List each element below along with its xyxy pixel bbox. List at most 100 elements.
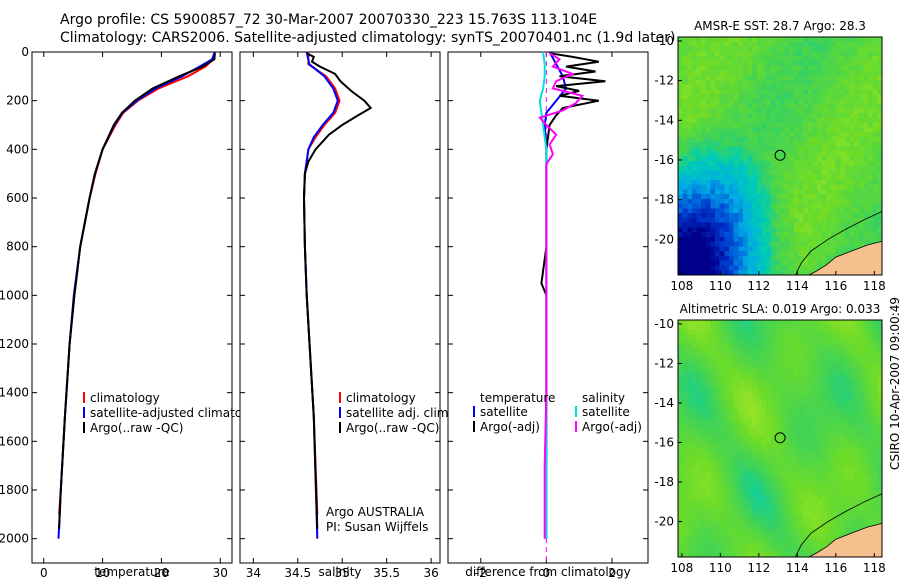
map-cell <box>807 127 814 133</box>
map-cell <box>858 113 865 119</box>
map-cell <box>742 236 749 243</box>
map-cell <box>752 60 758 67</box>
map-cell <box>798 98 804 105</box>
map-cell <box>747 348 753 354</box>
map-cell <box>775 265 781 271</box>
map-cell <box>691 424 698 430</box>
map-cell <box>854 343 860 350</box>
map-cell <box>784 117 790 124</box>
map-cell <box>840 533 846 539</box>
map-cell <box>803 324 809 331</box>
map-cell <box>840 334 846 340</box>
map-cell <box>849 127 855 133</box>
map-cell <box>849 429 855 435</box>
map-cell <box>724 151 730 157</box>
map-cell <box>733 433 739 440</box>
map-cell <box>705 227 712 233</box>
map-cell <box>849 170 855 176</box>
map-cell <box>821 160 827 167</box>
map-cell <box>705 547 712 553</box>
map-cell <box>840 122 846 129</box>
map-cell <box>738 542 744 549</box>
map-cell <box>807 395 814 402</box>
map-cell <box>687 362 693 368</box>
map-cell <box>687 357 693 364</box>
map-cell <box>738 46 744 52</box>
map-cell <box>729 246 735 252</box>
map-cell <box>738 438 744 444</box>
map-cell <box>719 270 725 276</box>
map-cell <box>854 113 860 119</box>
map-cell <box>780 184 786 190</box>
map-cell <box>821 400 827 406</box>
map-cell <box>687 462 693 468</box>
map-cell <box>705 367 712 373</box>
map-cell <box>756 419 763 425</box>
map-cell <box>678 357 684 364</box>
map-cell <box>682 241 688 248</box>
map-cell <box>807 70 814 76</box>
map-cell <box>724 519 730 525</box>
map-cell <box>715 410 721 416</box>
map-cell <box>877 386 883 392</box>
map-cell <box>742 547 749 553</box>
map-cell <box>849 424 855 430</box>
map-cell <box>742 75 749 81</box>
map-cell <box>835 108 841 114</box>
map-cell <box>710 372 716 378</box>
map-cell <box>780 46 786 52</box>
map-cell <box>756 338 763 345</box>
map-cell <box>807 443 814 449</box>
map-cell <box>678 175 684 181</box>
map-cell <box>770 213 776 219</box>
map-cell <box>793 334 800 340</box>
map-cell <box>780 146 786 152</box>
map-cell <box>803 485 809 492</box>
map-cell <box>798 227 804 233</box>
map-cell <box>858 141 865 148</box>
map-cell <box>863 208 869 214</box>
map-cell <box>849 381 855 387</box>
map-cell <box>840 443 846 449</box>
map-cell <box>868 41 874 48</box>
map-cell <box>719 466 725 473</box>
map-cell <box>678 495 684 501</box>
map-cell <box>780 260 786 267</box>
map-cell <box>780 175 786 181</box>
map-cell <box>858 232 865 238</box>
map-cell <box>687 156 693 162</box>
map-cell <box>733 414 739 421</box>
map-cell <box>775 485 781 492</box>
y-tick-label: 400 <box>6 142 29 156</box>
map-cell <box>868 141 874 148</box>
map-cell <box>696 246 702 252</box>
map-cell <box>742 89 749 95</box>
map-cell <box>742 79 749 86</box>
map-cell <box>687 79 693 86</box>
map-cell <box>798 367 804 373</box>
map-cell <box>701 376 707 383</box>
map-cell <box>854 236 860 243</box>
map-cell <box>831 462 837 468</box>
map-cell <box>715 490 721 496</box>
map-cell <box>747 127 753 133</box>
map-cell <box>733 320 739 326</box>
map-cell <box>710 156 716 162</box>
map-cell <box>770 500 776 506</box>
map-cell <box>733 457 739 463</box>
map-cell <box>793 357 800 364</box>
map-cell <box>831 395 837 402</box>
map-cell <box>840 94 846 100</box>
map-cell <box>872 98 878 105</box>
map-cell <box>710 500 716 506</box>
map-cell <box>724 84 730 90</box>
map-cell <box>738 338 744 345</box>
map-cell <box>821 108 827 114</box>
map-cell <box>770 98 776 105</box>
map-cell <box>817 122 823 129</box>
map-cell <box>710 113 716 119</box>
map-cell <box>817 500 823 506</box>
map-cell <box>701 203 707 209</box>
map-cell <box>682 466 688 473</box>
map-cell <box>715 395 721 402</box>
